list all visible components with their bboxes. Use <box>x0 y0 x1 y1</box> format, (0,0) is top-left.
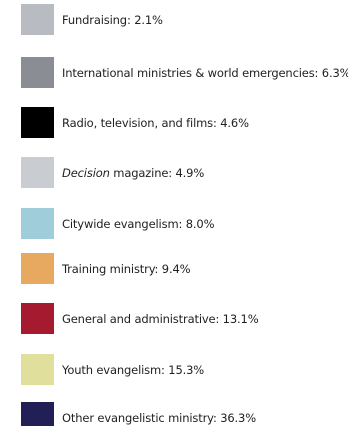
legend-item-other-evangelistic-ministry: Other evangelistic ministry: 36.3% <box>21 402 256 426</box>
legend-item-radio-television-films: Radio, television, and films: 4.6% <box>21 107 249 138</box>
legend-item-fundraising: Fundraising: 2.1% <box>21 4 163 35</box>
legend-swatch-citywide-evangelism <box>21 208 54 239</box>
legend-label-youth-evangelism: Youth evangelism: 15.3% <box>62 362 205 377</box>
legend-swatch-radio-television-films <box>21 107 54 138</box>
legend-label-citywide-evangelism: Citywide evangelism: 8.0% <box>62 216 215 231</box>
legend-item-citywide-evangelism: Citywide evangelism: 8.0% <box>21 208 214 239</box>
legend-label-radio-television-films: Radio, television, and films: 4.6% <box>62 115 249 130</box>
legend-swatch-other-evangelistic-ministry <box>21 402 54 426</box>
legend-item-youth-evangelism: Youth evangelism: 15.3% <box>21 354 204 385</box>
decision-title: Decision <box>62 165 110 180</box>
legend-label-international-ministries: International ministries & world emergen… <box>62 65 348 80</box>
legend-item-training-ministry: Training ministry: 9.4% <box>21 253 191 284</box>
legend-label-general-administrative: General and administrative: 13.1% <box>62 311 259 326</box>
legend-label-other-evangelistic-ministry: Other evangelistic ministry: 36.3% <box>62 410 257 425</box>
legend-swatch-international-ministries <box>21 57 54 88</box>
legend-item-international-ministries: International ministries & world emergen… <box>21 57 348 88</box>
decision-magazine-rest: magazine: 4.9% <box>109 165 205 180</box>
legend-swatch-youth-evangelism <box>21 354 54 385</box>
legend-label-fundraising: Fundraising: 2.1% <box>62 12 163 27</box>
legend-label-decision-magazine: Decision magazine: 4.9% <box>62 166 204 180</box>
legend-swatch-general-administrative <box>21 303 54 334</box>
legend-swatch-decision-magazine <box>21 157 54 188</box>
legend-item-decision-magazine: Decision magazine: 4.9% <box>21 157 204 188</box>
legend-item-general-administrative: General and administrative: 13.1% <box>21 303 259 334</box>
legend-swatch-training-ministry <box>21 253 54 284</box>
legend-swatch-fundraising <box>21 4 54 35</box>
legend-label-training-ministry: Training ministry: 9.4% <box>62 261 191 276</box>
